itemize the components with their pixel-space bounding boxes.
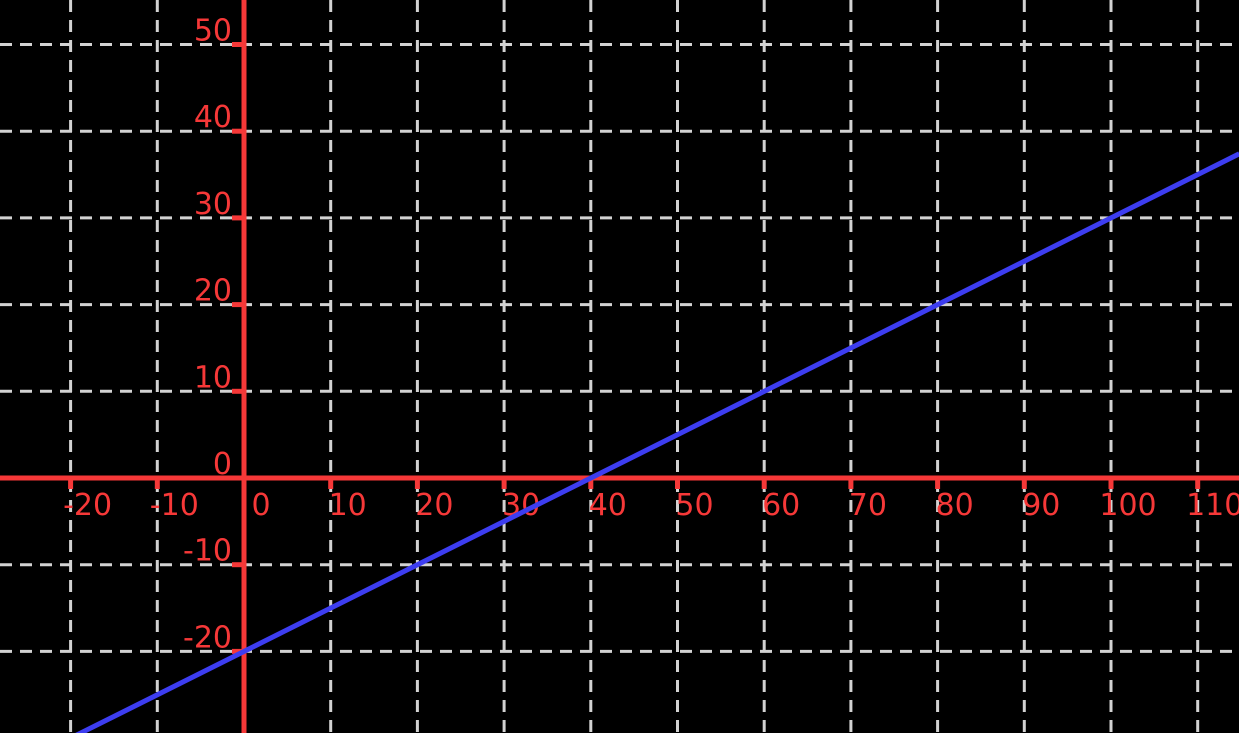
y-tick-label: 20 [194,274,232,309]
x-tick-label: 40 [589,488,627,523]
y-tick-label: 0 [213,447,232,482]
y-tick-label: -10 [183,534,232,569]
x-tick-label: 50 [675,488,713,523]
tick-labels-layer: -20 -10 0 10 20 30 40 50 60 70 80 90 100 110504030201… [63,14,1239,656]
y-tick-label: -20 [183,620,232,655]
y-tick-label: 10 [194,360,232,395]
x-tick-label: 20 [415,488,453,523]
x-tick-label: 80 [936,488,974,523]
function-line [75,151,1239,733]
x-tick-label: 70 [849,488,887,523]
x-tick-label: 0 [251,488,270,523]
x-tick-label: -10 [150,488,199,523]
x-tick-label: 60 [762,488,800,523]
x-tick-label: 110 [1186,488,1239,523]
x-tick-label: -20 [63,488,112,523]
x-tick-label: 100 [1099,488,1156,523]
y-tick-label: 50 [194,14,232,49]
y-tick-label: 30 [194,187,232,222]
y-tick-label: 40 [194,100,232,135]
x-tick-label: 90 [1022,488,1060,523]
x-tick-label: 10 [329,488,367,523]
